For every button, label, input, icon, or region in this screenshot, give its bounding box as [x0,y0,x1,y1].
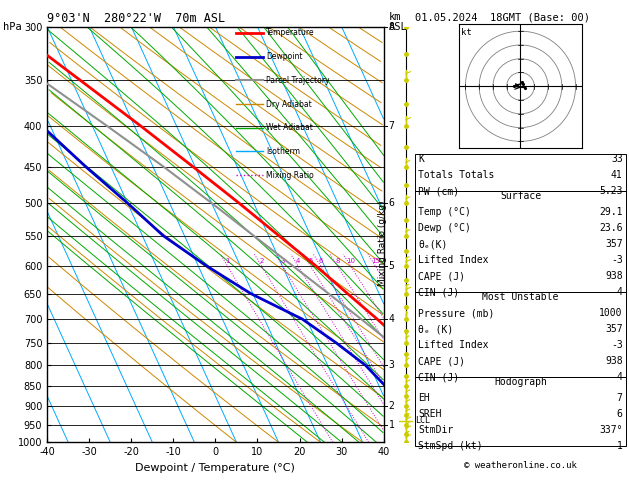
Text: K: K [418,154,424,164]
Text: 4: 4 [617,287,623,297]
Text: StmSpd (kt): StmSpd (kt) [418,441,483,451]
Text: CIN (J): CIN (J) [418,372,459,382]
Text: Dewp (°C): Dewp (°C) [418,223,471,233]
Text: 357: 357 [605,324,623,334]
Text: Lifted Index: Lifted Index [418,340,489,350]
Text: 337°: 337° [599,425,623,435]
Text: Most Unstable: Most Unstable [482,292,559,302]
Text: 4: 4 [617,372,623,382]
Text: 1: 1 [389,419,394,430]
Text: 1: 1 [617,441,623,451]
Text: 6: 6 [389,198,394,208]
Text: 33: 33 [611,154,623,164]
Text: © weatheronline.co.uk: © weatheronline.co.uk [464,461,577,470]
Text: Mixing Ratio (g/kg): Mixing Ratio (g/kg) [378,200,387,286]
Text: km: km [389,12,401,22]
Text: PW (cm): PW (cm) [418,186,459,196]
Text: 5: 5 [389,261,394,271]
Text: Isotherm: Isotherm [266,147,300,156]
Text: 01.05.2024  18GMT (Base: 00): 01.05.2024 18GMT (Base: 00) [415,12,590,22]
Text: Hodograph: Hodograph [494,377,547,387]
Text: EH: EH [418,393,430,403]
Text: 1: 1 [225,258,230,264]
Text: Mixing Ratio: Mixing Ratio [266,171,314,179]
Text: 1000: 1000 [599,308,623,318]
Text: hPa: hPa [3,22,22,32]
Text: θₑ(K): θₑ(K) [418,239,448,249]
Text: Pressure (mb): Pressure (mb) [418,308,494,318]
Text: 41: 41 [611,170,623,180]
Text: 9°03'N  280°22'W  70m ASL: 9°03'N 280°22'W 70m ASL [47,12,225,25]
Text: Dry Adiabat: Dry Adiabat [266,100,311,108]
Text: Temp (°C): Temp (°C) [418,207,471,217]
Text: 10: 10 [346,258,355,264]
Text: Wet Adiabat: Wet Adiabat [266,123,313,132]
Text: 7: 7 [389,121,394,131]
Text: -3: -3 [611,255,623,265]
Text: 7: 7 [617,393,623,403]
Text: 15: 15 [371,258,380,264]
Text: CAPE (J): CAPE (J) [418,356,465,366]
Text: 938: 938 [605,356,623,366]
Text: Surface: Surface [500,191,541,201]
Text: Totals Totals: Totals Totals [418,170,494,180]
Text: 4: 4 [296,258,300,264]
Text: θₑ (K): θₑ (K) [418,324,454,334]
X-axis label: Dewpoint / Temperature (°C): Dewpoint / Temperature (°C) [135,463,296,473]
Text: 8: 8 [389,22,394,32]
Text: -3: -3 [611,340,623,350]
Text: 4: 4 [389,314,394,324]
Text: SREH: SREH [418,409,442,419]
Text: Temperature: Temperature [266,29,314,37]
Text: 5: 5 [308,258,313,264]
Text: 3: 3 [281,258,285,264]
Text: StmDir: StmDir [418,425,454,435]
Text: 3: 3 [389,360,394,370]
Text: 8: 8 [335,258,340,264]
Text: CIN (J): CIN (J) [418,287,459,297]
Text: 23.6: 23.6 [599,223,623,233]
Text: Lifted Index: Lifted Index [418,255,489,265]
Text: 938: 938 [605,271,623,281]
Text: 29.1: 29.1 [599,207,623,217]
Text: 2: 2 [389,401,394,411]
Text: Dewpoint: Dewpoint [266,52,303,61]
Text: ASL: ASL [389,22,408,32]
Text: LCL: LCL [415,417,430,425]
Text: 2: 2 [259,258,264,264]
Text: 5.23: 5.23 [599,186,623,196]
Text: 357: 357 [605,239,623,249]
Text: CAPE (J): CAPE (J) [418,271,465,281]
Text: 6: 6 [617,409,623,419]
Text: kt: kt [461,28,472,37]
Text: 6: 6 [318,258,323,264]
Text: Parcel Trajectory: Parcel Trajectory [266,76,330,85]
